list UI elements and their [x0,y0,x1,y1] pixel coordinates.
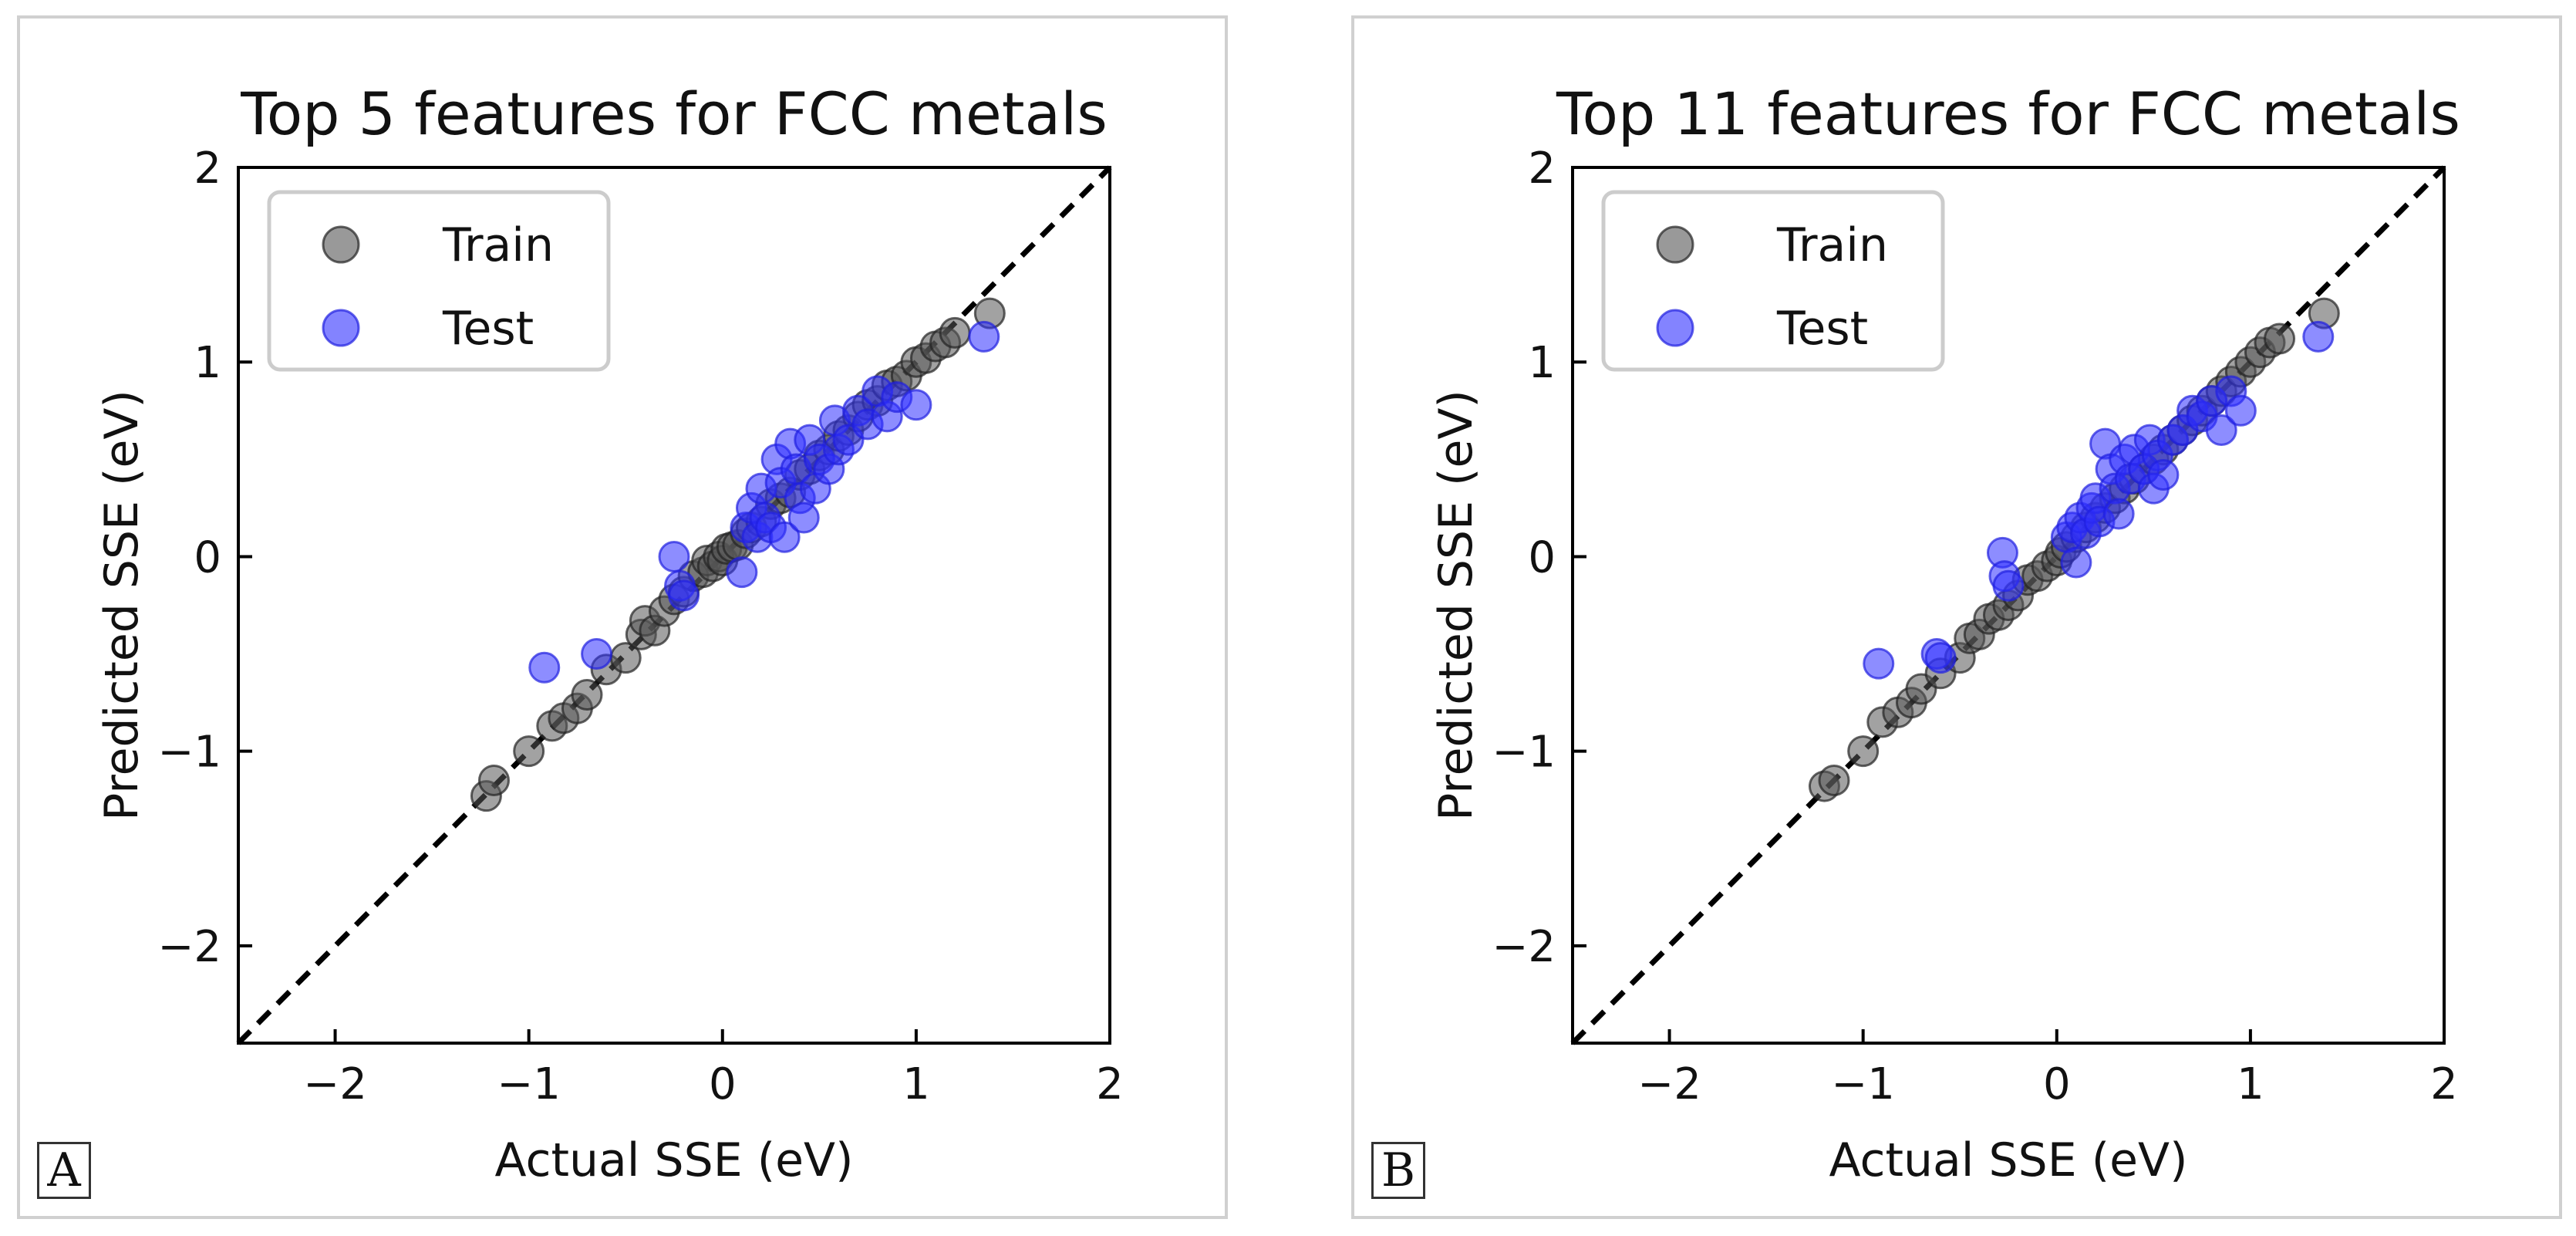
test-point [2102,498,2135,530]
legend-train-marker [1656,225,1694,264]
train-point [939,316,971,349]
test-point [581,638,613,670]
legend: Train Test [267,190,611,372]
x-tick-label: −2 [303,1059,367,1109]
legend-train-marker [322,225,360,264]
test-point [787,501,820,534]
x-tick-label: −1 [1831,1059,1895,1109]
x-tick-label: 0 [709,1059,737,1109]
test-point [2205,414,2237,446]
legend-box [1601,190,1945,372]
test-point [968,320,1000,353]
y-axis-label: Predicted SSE (eV) [1429,390,1483,821]
legend-test-marker [322,309,360,347]
y-tick-label: 1 [194,338,221,388]
scatter-chart-a: Top 5 features for FCC metals −2 −1 0 1 2 −2 −1… [95,79,1124,1187]
chart-title: Top 11 features for FCC metals [1556,79,2460,148]
plot-frame [237,166,1111,1045]
x-tick-label: 2 [2430,1059,2458,1109]
y-tick-label: 2 [1528,144,1556,194]
test-point [2147,459,2180,491]
test-point [2224,394,2257,427]
y-tick-label: 0 [194,532,221,583]
panel-letter-a: A [37,1142,91,1199]
panel-b: Top 11 features for FCC metals −2 −1 0 1 2 −2 −… [1351,15,2562,1219]
y-tick-label: −1 [1492,728,1556,778]
y-tick-label: −2 [157,922,221,972]
train-point [571,679,603,711]
train-point [2264,323,2296,355]
y-tick-label: 1 [1528,338,1556,388]
test-point [768,521,801,553]
legend: Train Test [1601,190,1945,372]
test-point [1992,569,2025,602]
legend-train-label: Train [442,218,554,272]
x-tick-label: −2 [1637,1059,1701,1109]
x-tick-label: 2 [1096,1059,1124,1109]
chart-title: Top 5 features for FCC metals [240,79,1108,148]
y-tick-label: −2 [1492,922,1556,972]
test-point [1863,647,1895,680]
test-point [726,556,758,589]
x-tick-label: 1 [902,1059,930,1109]
legend-test-label: Test [1776,302,1868,356]
legend-test-label: Test [442,302,534,356]
test-point [1924,642,1957,674]
train-point [1847,735,1880,768]
legend-train-label: Train [1776,218,1888,272]
test-point [2060,546,2092,579]
scatter-chart-b: Top 11 features for FCC metals −2 −1 0 1 2 −2 −… [1429,79,2460,1187]
plot-frame [1571,166,2446,1045]
x-tick-label: 1 [2237,1059,2264,1109]
test-point [658,540,690,572]
test-point [668,579,700,612]
y-tick-label: 0 [1528,532,1556,583]
legend-test-marker [1656,309,1694,347]
x-axis-label: Actual SSE (eV) [1829,1133,2188,1187]
train-point [477,765,510,796]
panel-letter-b: B [1371,1142,1425,1199]
y-tick-label: 2 [194,144,221,194]
x-tick-label: 0 [2043,1059,2071,1109]
test-point [2302,320,2335,353]
train-point [1818,765,1850,796]
x-tick-label: −1 [497,1059,561,1109]
legend-box [267,190,611,372]
y-axis-label: Predicted SSE (eV) [95,390,149,821]
y-tick-label: −1 [157,728,221,778]
test-point [528,651,561,684]
panel-a: Top 5 features for FCC metals −2 −1 0 1 2 −2 −1… [17,15,1228,1219]
train-point [513,735,545,768]
x-axis-label: Actual SSE (eV) [495,1133,854,1187]
test-point [900,389,932,421]
